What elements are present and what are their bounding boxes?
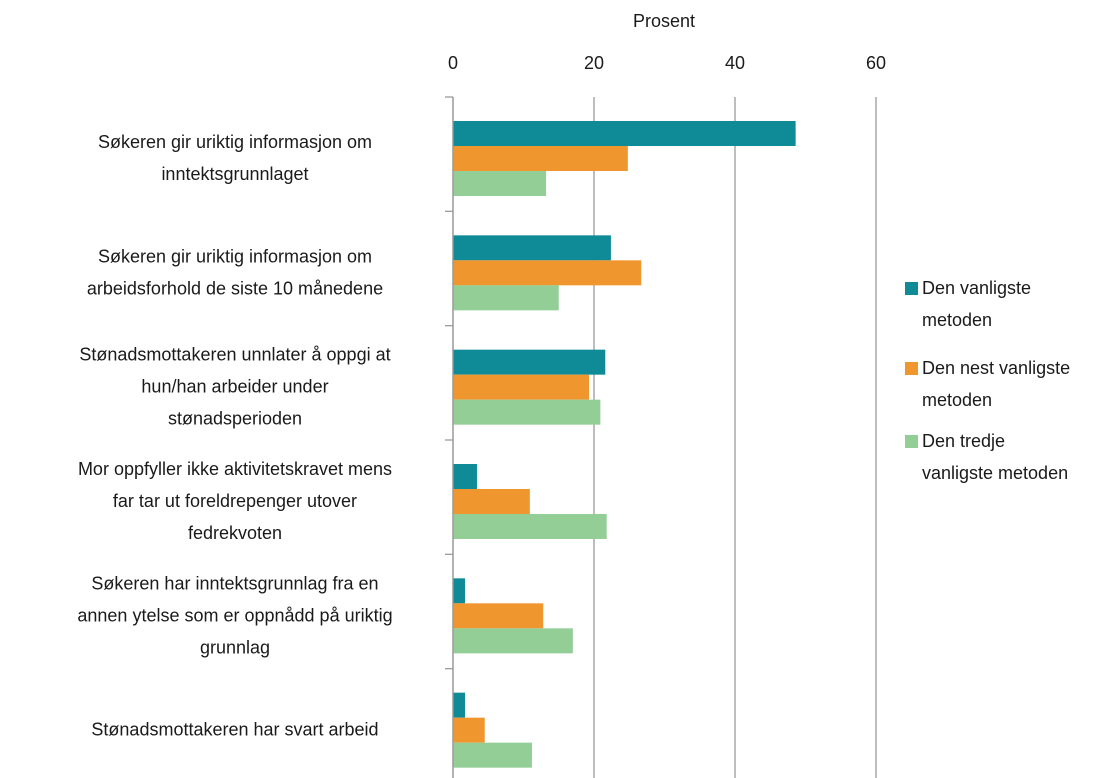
bar	[453, 349, 606, 375]
x-tick-label: 0	[448, 53, 458, 73]
y-tick-label: Søkeren gir uriktig informasjon om	[98, 246, 372, 266]
y-tick-label: hun/han arbeider under	[141, 377, 328, 397]
bar	[453, 171, 547, 196]
bar	[453, 742, 532, 768]
y-tick-label: Søkeren har inntektsgrunnlag fra en	[91, 573, 378, 593]
y-tick-label: grunnlag	[200, 637, 270, 657]
legend-swatch	[905, 362, 918, 375]
bar	[453, 692, 465, 718]
legend-label: Den vanligste metoden	[922, 278, 1032, 330]
bar	[453, 628, 573, 654]
bar	[453, 374, 590, 400]
y-tick-label: stønadsperioden	[168, 409, 302, 429]
bar	[453, 717, 485, 743]
legend-label: Den nest vanligste metoden	[922, 358, 1071, 410]
y-tick-label: arbeidsforhold de siste 10 månedene	[87, 278, 383, 298]
y-tick-label: Stønadsmottakeren har svart arbeid	[91, 720, 378, 740]
y-tick-label: annen ytelse som er oppnådd på uriktig	[77, 605, 392, 625]
bar	[453, 514, 607, 539]
bar	[453, 235, 611, 261]
x-tick-label: 60	[866, 53, 886, 73]
y-tick-label: far tar ut foreldrepenger utover	[113, 491, 357, 511]
y-tick-label: Mor oppfyller ikke aktivitetskravet mens	[78, 459, 392, 479]
legend-label: Den tredje vanligste metoden	[922, 431, 1069, 483]
x-tick-label: 40	[725, 53, 745, 73]
bar	[453, 464, 477, 489]
legend-swatch	[905, 282, 918, 295]
bar	[453, 489, 530, 514]
bar	[453, 399, 601, 425]
y-tick-label: inntektsgrunnlaget	[161, 164, 308, 184]
legend-swatch	[905, 435, 918, 448]
y-tick-label: Stønadsmottakeren unnlater å oppgi at	[79, 345, 390, 365]
y-tick-label: fedrekvoten	[188, 523, 282, 543]
bar	[453, 260, 642, 286]
bar	[453, 578, 465, 604]
y-tick-label: Søkeren gir uriktig informasjon om	[98, 132, 372, 152]
bar	[453, 146, 628, 171]
x-axis-label: Prosent	[633, 11, 695, 31]
bar	[453, 121, 796, 146]
bar	[453, 285, 559, 311]
bar	[453, 603, 544, 629]
x-tick-label: 20	[584, 53, 604, 73]
